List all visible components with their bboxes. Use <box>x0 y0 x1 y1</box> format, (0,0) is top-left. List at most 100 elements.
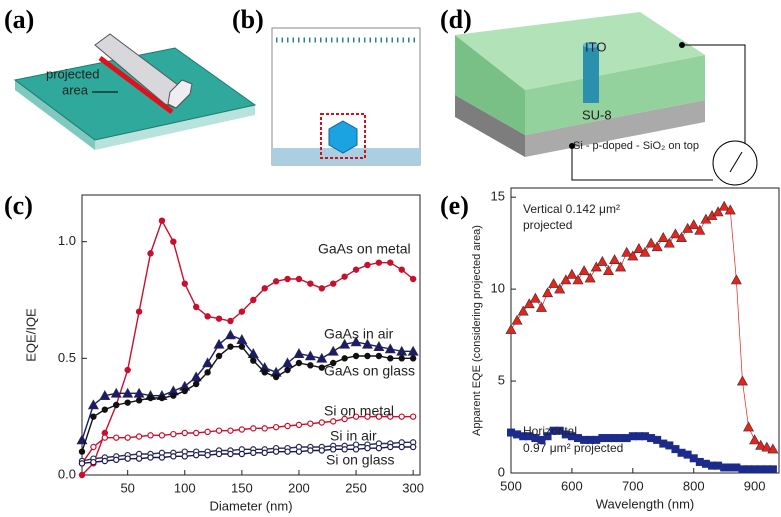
marker <box>399 267 404 272</box>
marker <box>567 269 577 278</box>
marker <box>262 426 267 431</box>
marker <box>125 400 130 405</box>
series-label: GaAs on glass <box>324 363 415 379</box>
marker <box>376 260 381 265</box>
marker <box>285 423 290 428</box>
marker <box>228 344 233 349</box>
marker <box>159 455 164 460</box>
marker <box>114 457 119 462</box>
marker <box>376 446 381 451</box>
panel-label: (b) <box>232 5 264 34</box>
marker <box>506 325 516 334</box>
marker <box>148 433 153 438</box>
marker <box>597 257 607 266</box>
marker <box>251 450 256 455</box>
marker <box>203 358 213 367</box>
series-label: Si on glass <box>326 452 394 468</box>
marker <box>239 344 244 349</box>
y-tick-label: 0 <box>498 464 505 479</box>
panel-label: (e) <box>440 191 469 220</box>
marker <box>194 304 199 309</box>
marker <box>216 451 221 456</box>
marker <box>136 456 141 461</box>
x-axis-label: Diameter (nm) <box>209 498 292 513</box>
marker <box>411 276 416 281</box>
marker <box>744 422 754 431</box>
marker <box>399 356 404 361</box>
series-line <box>511 206 773 449</box>
marker <box>136 434 141 439</box>
marker <box>512 315 522 324</box>
marker <box>228 428 233 433</box>
marker <box>530 293 540 302</box>
marker <box>376 353 381 358</box>
marker <box>296 449 301 454</box>
marker <box>237 335 247 344</box>
marker <box>148 455 153 460</box>
marker <box>670 229 680 238</box>
marker <box>194 381 199 386</box>
panel-label: (c) <box>4 191 33 220</box>
annotation: projected <box>523 218 572 232</box>
series-label: Si in air <box>330 428 377 444</box>
marker <box>388 260 393 265</box>
marker <box>296 422 301 427</box>
marker <box>182 430 187 435</box>
diagram-label: projected <box>46 66 99 81</box>
series-label: Si on metal <box>324 403 394 419</box>
marker <box>91 460 96 465</box>
marker <box>228 451 233 456</box>
marker <box>239 309 244 314</box>
y-tick-label: 0.5 <box>58 350 76 365</box>
marker <box>296 276 301 281</box>
marker <box>148 251 153 256</box>
marker <box>79 449 84 454</box>
marker <box>737 376 747 385</box>
marker <box>365 446 370 451</box>
diagram-label: ITO <box>585 39 606 54</box>
marker <box>388 444 393 449</box>
y-tick-label: 15 <box>491 189 505 204</box>
marker <box>262 450 267 455</box>
diagram-label: Si - p-doped - SiO₂ on top <box>573 140 699 152</box>
panel-label: (a) <box>4 5 34 34</box>
marker <box>102 407 107 412</box>
marker <box>731 275 741 284</box>
marker <box>274 279 279 284</box>
marker <box>411 444 416 449</box>
marker <box>353 353 358 358</box>
marker <box>216 428 221 433</box>
y-tick-label: 10 <box>491 281 505 296</box>
series-label: GaAs in air <box>324 326 394 342</box>
marker <box>159 433 164 438</box>
marker <box>353 267 358 272</box>
marker <box>399 414 404 419</box>
marker <box>622 247 632 256</box>
diagram-label: SU-8 <box>582 107 612 122</box>
marker <box>148 395 153 400</box>
x-tick-label: 250 <box>345 480 367 495</box>
marker <box>251 358 256 363</box>
marker <box>171 454 176 459</box>
marker <box>102 458 107 463</box>
marker <box>294 349 304 358</box>
y-tick-label: 5 <box>498 373 505 388</box>
marker <box>411 356 416 361</box>
marker <box>79 461 84 466</box>
marker <box>388 356 393 361</box>
marker <box>308 421 313 426</box>
marker <box>658 233 668 242</box>
marker <box>285 449 290 454</box>
marker <box>262 370 267 375</box>
marker <box>750 435 760 444</box>
marker <box>114 402 119 407</box>
marker <box>689 220 699 229</box>
y-tick-label: 1.0 <box>58 233 76 248</box>
marker <box>239 451 244 456</box>
marker <box>319 286 324 291</box>
x-tick-label: 150 <box>231 480 253 495</box>
marker <box>216 353 221 358</box>
x-tick-label: 600 <box>561 478 583 493</box>
diagram-label: area <box>62 82 89 97</box>
